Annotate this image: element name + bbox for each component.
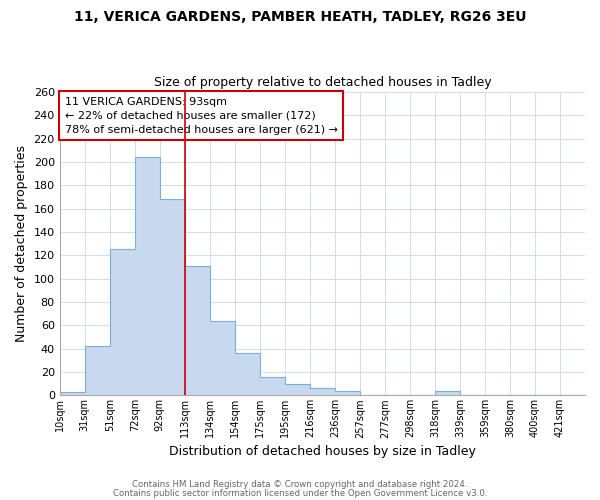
Y-axis label: Number of detached properties: Number of detached properties	[15, 145, 28, 342]
Text: 11, VERICA GARDENS, PAMBER HEATH, TADLEY, RG26 3EU: 11, VERICA GARDENS, PAMBER HEATH, TADLEY…	[74, 10, 526, 24]
Title: Size of property relative to detached houses in Tadley: Size of property relative to detached ho…	[154, 76, 491, 90]
Text: Contains public sector information licensed under the Open Government Licence v3: Contains public sector information licen…	[113, 488, 487, 498]
X-axis label: Distribution of detached houses by size in Tadley: Distribution of detached houses by size …	[169, 444, 476, 458]
Text: Contains HM Land Registry data © Crown copyright and database right 2024.: Contains HM Land Registry data © Crown c…	[132, 480, 468, 489]
Text: 11 VERICA GARDENS: 93sqm
← 22% of detached houses are smaller (172)
78% of semi-: 11 VERICA GARDENS: 93sqm ← 22% of detach…	[65, 96, 338, 134]
